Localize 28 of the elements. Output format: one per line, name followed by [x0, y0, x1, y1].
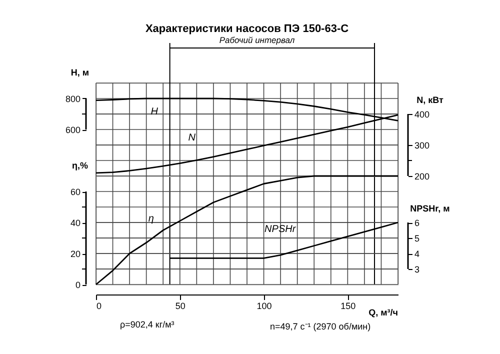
text: Рабочий интервал — [219, 35, 295, 45]
series-label: η — [148, 213, 154, 224]
y2-tick-label: 200 — [414, 172, 430, 182]
y-tick-label: 600 — [65, 125, 80, 135]
x-tick-label: 0 — [96, 301, 102, 311]
y-tick-label: 800 — [65, 94, 80, 104]
y2-tick-label: 5 — [414, 234, 420, 244]
x-tick-label: 100 — [256, 301, 272, 311]
y-tick-label: 60 — [70, 187, 80, 197]
y2-tick-label: 4 — [414, 249, 420, 259]
y2-tick-label: 6 — [414, 218, 420, 228]
y2-axis-title: N, кВт — [416, 95, 444, 105]
y-axis-title: H, м — [70, 68, 90, 78]
y2-tick-label: 3 — [414, 264, 420, 274]
chart-title: Характеристики насосов ПЭ 150-63-С — [145, 23, 349, 35]
x-tick-label: 50 — [175, 301, 186, 311]
y2-tick-label: 300 — [414, 140, 430, 150]
y-tick-label: 0 — [75, 280, 80, 290]
x-axis-title: Q, м³/ч — [368, 308, 398, 318]
y-axis-title: η,% — [72, 160, 88, 170]
y2-tick-label: 400 — [414, 110, 430, 120]
x-tick-label: 150 — [340, 301, 356, 311]
y2-axis-title: NPSHr, м — [410, 204, 450, 214]
text: ρ=902,4 кг/м³ — [120, 320, 174, 330]
y-tick-label: 20 — [70, 249, 80, 259]
text: n=49,7 с⁻¹ (2970 об/мин) — [270, 322, 371, 332]
y-tick-label: 40 — [70, 218, 80, 228]
series-label: N — [188, 132, 196, 144]
